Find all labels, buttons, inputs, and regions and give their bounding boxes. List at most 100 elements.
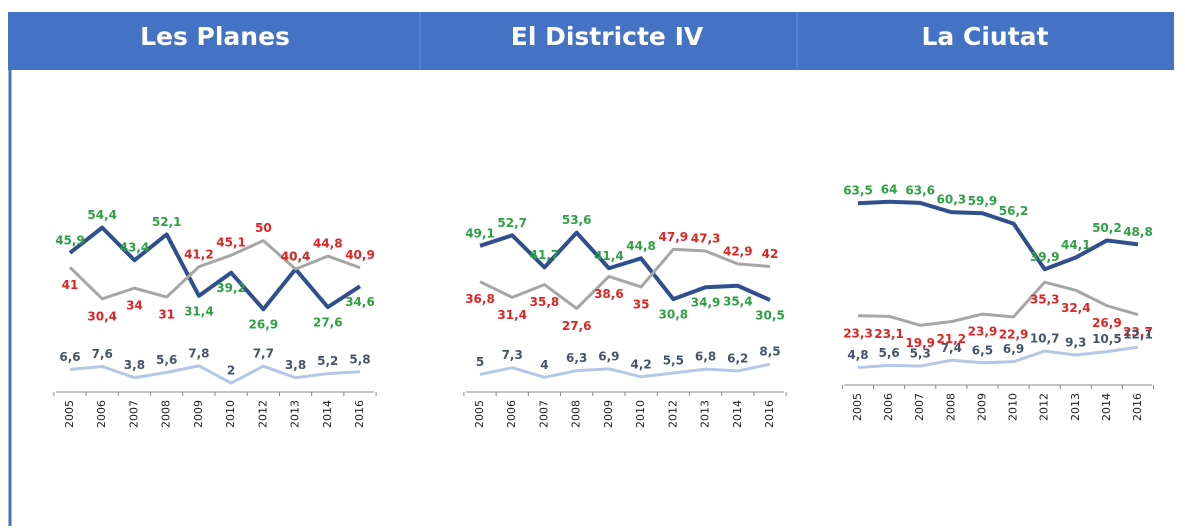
value-label: 7,3 (502, 348, 523, 362)
value-label: 43,4 (120, 241, 150, 255)
series-line (68, 225, 362, 312)
header-bar (8, 12, 1174, 70)
value-label: 60,3 (937, 193, 967, 207)
value-label: 6,6 (59, 350, 80, 364)
value-label: 8,5 (759, 345, 780, 359)
value-label: 34,6 (345, 295, 375, 309)
value-label: 7,8 (188, 346, 209, 360)
value-label: 5,2 (317, 354, 338, 368)
value-label: 41,7 (530, 248, 560, 262)
value-label: 2 (227, 364, 235, 378)
value-label: 41,2 (184, 247, 214, 261)
value-label: 6,5 (972, 343, 993, 357)
panel-title: Les Planes (140, 22, 290, 51)
x-tick-label: 2012 (666, 400, 679, 428)
value-label: 10,7 (1030, 332, 1060, 346)
value-label: 42,9 (723, 244, 753, 258)
series-line (857, 199, 1139, 272)
series-line (479, 362, 771, 379)
x-tick-label: 2014 (321, 400, 334, 428)
value-label: 22,9 (999, 327, 1029, 341)
value-label: 23,9 (968, 325, 998, 339)
value-label: 44,8 (626, 239, 656, 253)
x-tick-label: 2008 (570, 400, 583, 428)
x-tick-label: 2008 (160, 400, 173, 428)
value-label: 49,1 (465, 226, 495, 240)
x-tick-label: 2006 (882, 393, 895, 421)
value-label: 6,3 (566, 351, 587, 365)
value-label: 50 (255, 221, 272, 235)
x-tick-label: 2009 (192, 400, 205, 428)
value-label: 34 (126, 299, 143, 313)
value-label: 23,7 (1123, 325, 1153, 339)
panel-title: La Ciutat (922, 22, 1049, 51)
value-label: 27,6 (562, 319, 592, 333)
value-label: 6,8 (695, 350, 716, 364)
value-label: 6,9 (598, 349, 619, 363)
value-label: 45,9 (55, 233, 85, 247)
value-label: 54,4 (87, 208, 117, 222)
value-label: 34,9 (691, 296, 721, 310)
x-tick-label: 2010 (224, 400, 237, 428)
value-label: 40,4 (281, 250, 311, 264)
value-label: 44,1 (1061, 238, 1091, 252)
value-label: 47,9 (659, 230, 689, 244)
value-label: 42 (762, 247, 779, 261)
value-label: 26,9 (1092, 316, 1122, 330)
value-label: 27,6 (313, 316, 343, 330)
value-label: 59,9 (968, 194, 998, 208)
value-label: 47,3 (691, 232, 721, 246)
x-tick-label: 2010 (1007, 393, 1020, 421)
value-label: 9,3 (1065, 335, 1086, 349)
value-label: 4,2 (630, 357, 651, 371)
series-line (68, 239, 361, 301)
value-label: 41 (62, 278, 79, 292)
value-label: 5 (476, 355, 484, 369)
value-label: 6,2 (727, 351, 748, 365)
value-label: 4 (540, 358, 548, 372)
x-tick-label: 2005 (63, 400, 76, 428)
value-label: 30,5 (755, 309, 785, 323)
series-line (857, 345, 1139, 370)
value-label: 21,2 (937, 332, 967, 346)
value-label: 31,4 (497, 308, 527, 322)
value-label: 4,8 (847, 348, 868, 362)
series-line (857, 280, 1139, 327)
x-tick-label: 2012 (256, 400, 269, 428)
panel-title: El Districte IV (511, 22, 704, 51)
value-label: 44,8 (313, 237, 343, 251)
value-label: 52,1 (152, 215, 182, 229)
value-label: 36,8 (465, 292, 495, 306)
x-tick-label: 2007 (913, 393, 926, 421)
value-label: 23,1 (874, 327, 904, 341)
value-label: 48,8 (1123, 225, 1153, 239)
value-label: 35,4 (723, 294, 753, 308)
x-tick-label: 2008 (944, 393, 957, 421)
value-label: 52,7 (497, 216, 527, 230)
x-tick-label: 2007 (537, 400, 550, 428)
value-label: 63,6 (905, 183, 935, 197)
value-label: 30,8 (659, 308, 689, 322)
value-label: 7,7 (253, 347, 274, 361)
value-label: 3,8 (124, 358, 145, 372)
x-tick-label: 2012 (1038, 393, 1051, 421)
value-label: 19,9 (905, 336, 935, 350)
x-tick-label: 2010 (634, 400, 647, 428)
value-label: 26,9 (249, 318, 279, 332)
series-line (479, 230, 771, 302)
series-line (479, 247, 771, 310)
value-label: 64 (881, 182, 898, 196)
x-tick-label: 2013 (289, 400, 302, 428)
value-label: 31,4 (184, 304, 214, 318)
x-tick-label: 2005 (473, 400, 486, 428)
value-label: 5,6 (878, 346, 899, 360)
value-label: 35,8 (530, 295, 560, 309)
value-label: 35,3 (1030, 293, 1060, 307)
x-tick-label: 2013 (699, 400, 712, 428)
x-tick-label: 2016 (763, 400, 776, 428)
value-label: 6,9 (1003, 342, 1024, 356)
x-tick-label: 2014 (1100, 393, 1113, 421)
x-tick-label: 2006 (505, 400, 518, 428)
value-label: 7,4 (941, 341, 962, 355)
